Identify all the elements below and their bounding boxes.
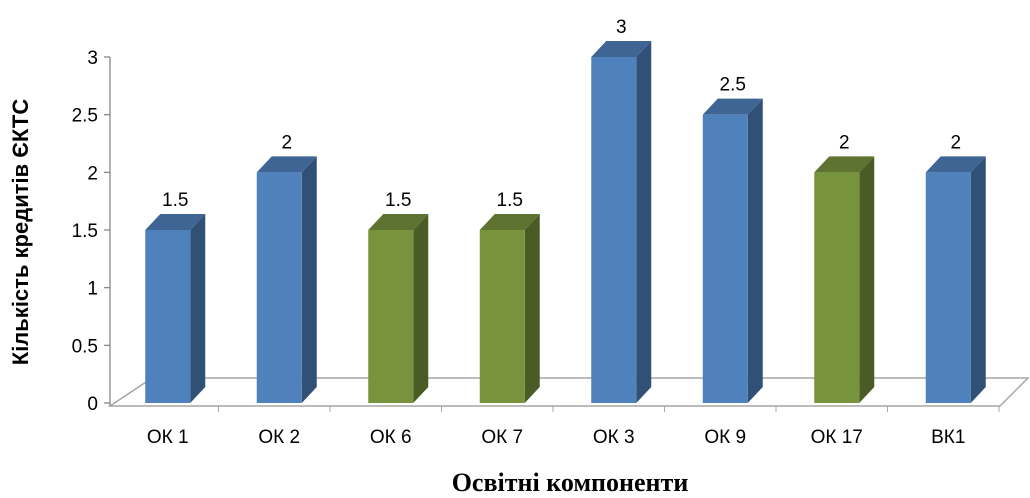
x-tick-label: ОК 17 xyxy=(811,427,863,448)
bars xyxy=(145,41,986,404)
bar-side xyxy=(636,41,652,403)
x-tick-label: ОК 2 xyxy=(258,427,300,448)
bar-front xyxy=(368,230,414,403)
data-label: 1.5 xyxy=(162,190,188,211)
bar xyxy=(925,156,986,403)
bar-side xyxy=(970,156,986,403)
y-tick-label: 2 xyxy=(87,163,98,184)
x-tick-label: ОК 9 xyxy=(704,427,746,448)
bar-front xyxy=(145,230,191,403)
bar-front xyxy=(479,230,525,403)
bar-side xyxy=(301,156,317,403)
y-tick-label: 3 xyxy=(87,48,98,69)
x-tick-label: ОК 7 xyxy=(481,427,523,448)
chart-floor xyxy=(107,377,1030,407)
bar-side xyxy=(190,214,206,403)
bar-top xyxy=(368,214,429,230)
bar-front xyxy=(256,172,302,403)
bar-top xyxy=(814,156,875,173)
x-tick-label: ОК 6 xyxy=(370,427,412,448)
bar-side xyxy=(413,214,429,403)
data-label: 3 xyxy=(616,17,627,38)
x-tick-label: ОК 3 xyxy=(593,427,635,448)
y-tick-label: 0 xyxy=(87,394,98,415)
bar xyxy=(591,41,652,403)
data-label: 1.5 xyxy=(497,190,523,211)
x-tick-label: ВК1 xyxy=(931,427,965,448)
bar xyxy=(814,156,875,403)
bar-top xyxy=(145,214,206,230)
bar-front xyxy=(925,172,971,403)
bar xyxy=(145,214,206,403)
x-axis-title: Освітні компоненти xyxy=(452,468,689,497)
bar-top xyxy=(591,41,652,57)
y-tick-label: 0.5 xyxy=(72,336,98,357)
bar-top xyxy=(479,214,540,230)
data-labels: 1.5 2 1.5 1.5 3 2.5 2 2 xyxy=(162,17,961,211)
y-axis: 0 0.5 1 1.5 2 2.5 3 xyxy=(72,48,111,415)
bar-side xyxy=(859,156,875,403)
x-axis-categories: ОК 1 ОК 2 ОК 6 ОК 7 ОК 3 ОК 9 ОК 17 ВК1 xyxy=(147,406,1000,448)
bar-top xyxy=(925,156,986,173)
bar-side xyxy=(524,214,540,403)
bar-top xyxy=(702,98,763,115)
floor-plane xyxy=(107,377,1030,407)
bar xyxy=(702,98,763,404)
data-label: 2 xyxy=(839,132,850,153)
bar xyxy=(479,214,540,403)
bar-side xyxy=(747,98,763,404)
data-label: 2 xyxy=(281,132,292,153)
y-tick-label: 1.5 xyxy=(72,221,98,242)
x-tick-label: ОК 1 xyxy=(147,427,189,448)
bar xyxy=(368,214,429,403)
bar xyxy=(256,156,317,403)
data-label: 2.5 xyxy=(720,75,746,96)
bar-front xyxy=(814,172,860,403)
bar-front xyxy=(591,57,637,403)
data-label: 1.5 xyxy=(385,190,411,211)
y-tick-label: 2.5 xyxy=(72,106,98,127)
y-axis-title: Кількість кредитів ЄКТС xyxy=(8,99,33,366)
y-tick-label: 1 xyxy=(87,279,98,300)
data-label: 2 xyxy=(950,132,961,153)
bar-top xyxy=(256,156,317,173)
bar-front xyxy=(702,114,748,404)
